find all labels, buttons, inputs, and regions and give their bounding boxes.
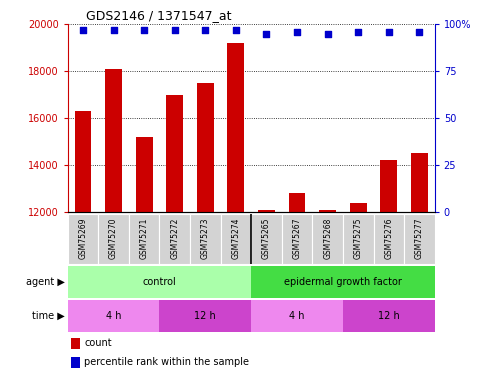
- Bar: [159, 300, 251, 332]
- Text: GSM75268: GSM75268: [323, 217, 332, 259]
- Bar: [258, 210, 275, 212]
- Bar: [251, 214, 282, 264]
- Bar: [227, 43, 244, 212]
- Text: GSM75275: GSM75275: [354, 217, 363, 259]
- Text: GSM75273: GSM75273: [201, 217, 210, 259]
- Text: time ▶: time ▶: [32, 311, 65, 321]
- Text: epidermal growth factor: epidermal growth factor: [284, 277, 402, 287]
- Text: percentile rank within the sample: percentile rank within the sample: [84, 357, 249, 367]
- Point: [355, 29, 362, 35]
- Text: GSM75265: GSM75265: [262, 217, 271, 259]
- Text: GSM75271: GSM75271: [140, 217, 149, 259]
- Bar: [159, 214, 190, 264]
- Bar: [98, 214, 129, 264]
- Bar: [74, 111, 91, 212]
- Point: [79, 27, 87, 33]
- Bar: [71, 357, 81, 368]
- Point: [201, 27, 209, 33]
- Text: GDS2146 / 1371547_at: GDS2146 / 1371547_at: [86, 9, 231, 22]
- Bar: [411, 153, 428, 212]
- Bar: [381, 160, 397, 212]
- Point: [385, 29, 393, 35]
- Bar: [71, 338, 81, 349]
- Bar: [190, 214, 221, 264]
- Point: [232, 27, 240, 33]
- Point: [324, 31, 331, 37]
- Bar: [251, 300, 343, 332]
- Text: count: count: [84, 339, 112, 348]
- Point: [140, 27, 148, 33]
- Text: GSM75274: GSM75274: [231, 217, 241, 259]
- Bar: [105, 69, 122, 212]
- Bar: [404, 214, 435, 264]
- Bar: [319, 210, 336, 212]
- Text: GSM75276: GSM75276: [384, 217, 393, 259]
- Bar: [129, 214, 159, 264]
- Text: 12 h: 12 h: [194, 311, 216, 321]
- Bar: [68, 266, 251, 298]
- Bar: [373, 214, 404, 264]
- Text: agent ▶: agent ▶: [27, 277, 65, 287]
- Text: 12 h: 12 h: [378, 311, 400, 321]
- Bar: [68, 300, 159, 332]
- Text: 4 h: 4 h: [106, 311, 121, 321]
- Point: [415, 29, 423, 35]
- Bar: [343, 300, 435, 332]
- Text: GSM75277: GSM75277: [415, 217, 424, 259]
- Bar: [282, 214, 313, 264]
- Text: GSM75269: GSM75269: [78, 217, 87, 259]
- Text: GSM75267: GSM75267: [293, 217, 301, 259]
- Text: GSM75272: GSM75272: [170, 217, 179, 259]
- Text: GSM75270: GSM75270: [109, 217, 118, 259]
- Bar: [313, 214, 343, 264]
- Text: 4 h: 4 h: [289, 311, 305, 321]
- Bar: [251, 266, 435, 298]
- Bar: [343, 214, 373, 264]
- Bar: [350, 202, 367, 212]
- Text: control: control: [142, 277, 176, 287]
- Bar: [289, 193, 305, 212]
- Point: [293, 29, 301, 35]
- Bar: [197, 83, 213, 212]
- Bar: [166, 95, 183, 212]
- Point: [263, 31, 270, 37]
- Bar: [68, 214, 98, 264]
- Point: [110, 27, 117, 33]
- Point: [171, 27, 179, 33]
- Bar: [136, 137, 153, 212]
- Bar: [221, 214, 251, 264]
